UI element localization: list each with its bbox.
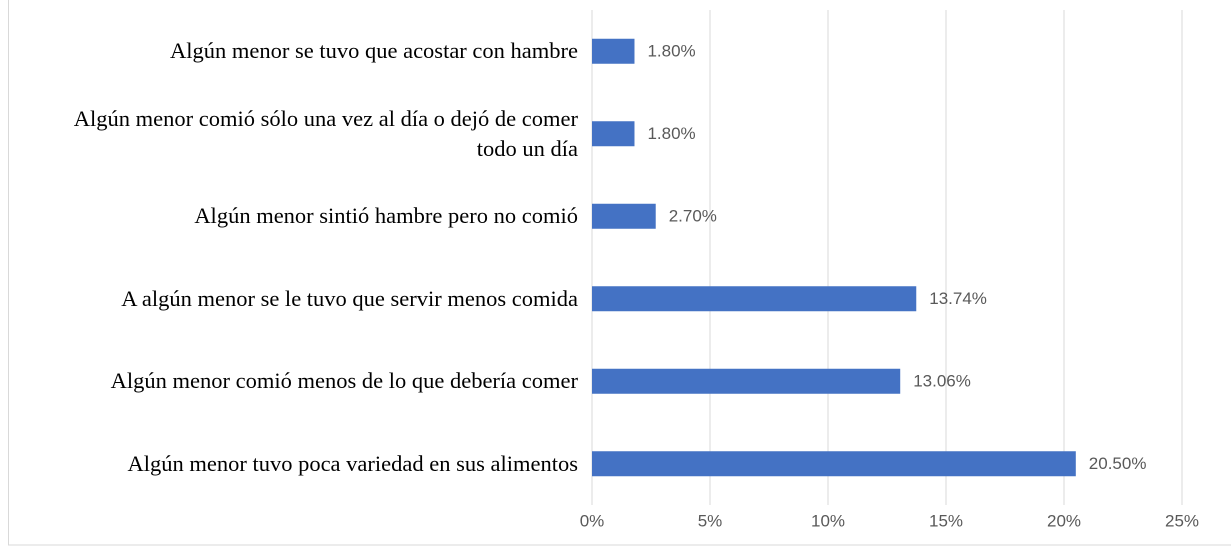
category-label: Algún menor se tuvo que acostar con hamb… (18, 36, 578, 66)
category-text: Algún menor comió menos de lo que deberí… (110, 368, 578, 394)
x-tick-label: 15% (929, 511, 963, 530)
value-label: 20.50% (1089, 454, 1147, 473)
category-text: Algún menor se tuvo que acostar con hamb… (170, 38, 578, 64)
category-label: Algún menor comió sólo una vez al día o … (18, 104, 578, 164)
x-tick-label: 5% (698, 511, 723, 530)
category-text: Algún menor tuvo poca variedad en sus al… (127, 450, 578, 476)
category-label: Algún menor comió menos de lo que deberí… (18, 366, 578, 396)
chart-border (8, 0, 1231, 546)
bar (592, 368, 901, 394)
value-label: 1.80% (647, 124, 695, 143)
x-tick-label: 0% (580, 511, 605, 530)
category-text: A algún menor se le tuvo que servir meno… (121, 285, 578, 311)
value-label: 13.74% (929, 289, 987, 308)
bar (592, 121, 635, 147)
category-label: Algún menor tuvo poca variedad en sus al… (18, 449, 578, 479)
category-text: Algún menor comió sólo una vez al día o … (73, 105, 578, 161)
bar (592, 286, 917, 312)
value-label: 13.06% (913, 372, 971, 391)
category-label: Algún menor sintió hambre pero no comió (18, 201, 578, 231)
x-tick-label: 25% (1165, 511, 1199, 530)
bar (592, 451, 1076, 477)
x-tick-label: 10% (811, 511, 845, 530)
x-tick-label: 20% (1047, 511, 1081, 530)
value-label: 2.70% (669, 207, 717, 226)
value-label: 1.80% (647, 42, 695, 61)
bar (592, 38, 635, 64)
category-label: A algún menor se le tuvo que servir meno… (18, 284, 578, 314)
bar (592, 203, 656, 229)
category-text: Algún menor sintió hambre pero no comió (194, 203, 578, 229)
